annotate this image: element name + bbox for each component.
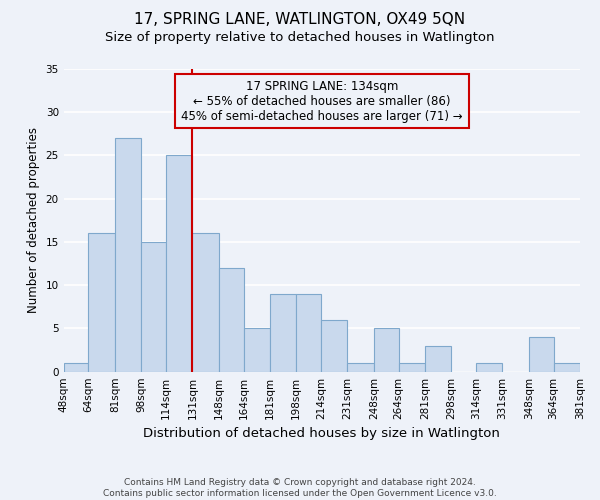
- Bar: [270, 294, 296, 372]
- Bar: [398, 363, 425, 372]
- Bar: [115, 138, 141, 372]
- Text: Size of property relative to detached houses in Watlington: Size of property relative to detached ho…: [105, 31, 495, 44]
- Bar: [476, 363, 502, 372]
- Bar: [219, 268, 244, 372]
- Bar: [296, 294, 321, 372]
- Text: 17 SPRING LANE: 134sqm
← 55% of detached houses are smaller (86)
45% of semi-det: 17 SPRING LANE: 134sqm ← 55% of detached…: [181, 80, 463, 122]
- Y-axis label: Number of detached properties: Number of detached properties: [27, 128, 40, 314]
- Bar: [425, 346, 451, 372]
- Bar: [64, 363, 88, 372]
- Bar: [88, 234, 115, 372]
- Bar: [347, 363, 374, 372]
- Bar: [554, 363, 580, 372]
- Bar: [321, 320, 347, 372]
- X-axis label: Distribution of detached houses by size in Watlington: Distribution of detached houses by size …: [143, 427, 500, 440]
- Text: Contains HM Land Registry data © Crown copyright and database right 2024.
Contai: Contains HM Land Registry data © Crown c…: [103, 478, 497, 498]
- Bar: [141, 242, 166, 372]
- Text: 17, SPRING LANE, WATLINGTON, OX49 5QN: 17, SPRING LANE, WATLINGTON, OX49 5QN: [134, 12, 466, 28]
- Bar: [244, 328, 270, 372]
- Bar: [193, 234, 219, 372]
- Bar: [166, 156, 193, 372]
- Bar: [374, 328, 398, 372]
- Bar: [529, 337, 554, 372]
